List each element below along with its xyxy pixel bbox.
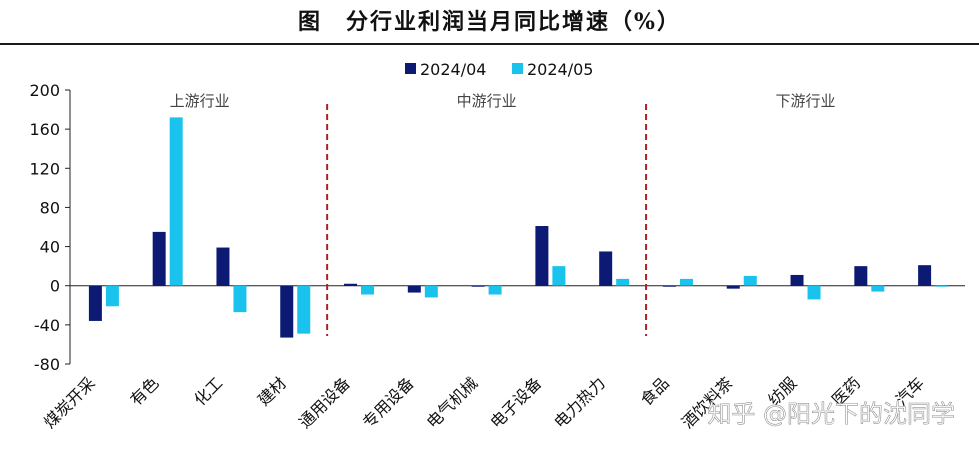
group-label-2: 下游行业 [776,92,836,110]
group-label-1: 中游行业 [457,92,517,110]
y-tick-label-1: 160 [29,120,60,139]
bar-2-11 [807,285,821,300]
chart-title: 图 分行业利润当月同比增速（%） [298,9,681,35]
bar-2-6 [488,285,502,295]
bar-1-12 [854,266,868,286]
legend-swatch-2 [512,63,523,74]
bar-1-4 [344,283,358,286]
y-tick-label-4: 40 [40,238,60,257]
category-label-6: 电气机械 [423,373,482,432]
y-tick-label-5: 0 [50,277,60,296]
bar-2-8 [616,278,630,286]
bar-2-9 [679,278,693,286]
category-label-1: 有色 [126,373,162,409]
category-label-0: 煤炭开采 [40,373,99,432]
bar-1-11 [790,274,804,286]
bar-2-10 [743,275,757,286]
bar-2-7 [552,266,566,286]
category-label-8: 电力热力 [550,373,609,432]
bar-1-0 [88,285,102,321]
bar-2-4 [361,285,375,295]
y-tick-label-7: -80 [34,355,60,374]
bar-1-7 [535,226,549,286]
bar-1-1 [152,231,166,286]
bar-2-0 [105,285,119,307]
category-label-7: 电子设备 [487,373,546,432]
y-tick-label-0: 200 [29,81,60,100]
y-tick-label-6: -40 [34,316,60,335]
bar-2-13 [935,285,949,287]
bar-1-6 [471,285,485,287]
category-label-4: 通用设备 [295,373,354,432]
legend-label-2: 2024/05 [527,60,593,79]
legend-label-1: 2024/04 [420,60,486,79]
bar-1-3 [280,285,294,338]
bar-1-13 [918,265,932,286]
category-label-5: 专用设备 [359,373,418,432]
group-label-0: 上游行业 [170,92,230,110]
bar-2-3 [297,285,311,334]
category-label-2: 化工 [190,373,226,409]
bar-1-2 [216,247,230,286]
category-label-3: 建材 [254,373,290,409]
title-bar: 图 分行业利润当月同比增速（%） [0,0,979,40]
bar-1-8 [599,251,613,286]
watermark-text: 知乎 @阳光下的沈同学 [707,400,955,428]
y-tick-label-2: 120 [29,159,60,178]
bar-1-10 [726,285,740,289]
bar-2-2 [233,285,247,313]
bar-2-1 [169,117,183,286]
y-tick-label-3: 80 [40,198,60,217]
bar-2-12 [871,285,885,292]
bar-1-5 [407,285,421,293]
category-label-9: 食品 [637,373,673,409]
bar-1-9 [662,285,676,287]
title-rule [0,43,979,45]
bar-2-5 [424,285,438,298]
legend-swatch-1 [405,63,416,74]
